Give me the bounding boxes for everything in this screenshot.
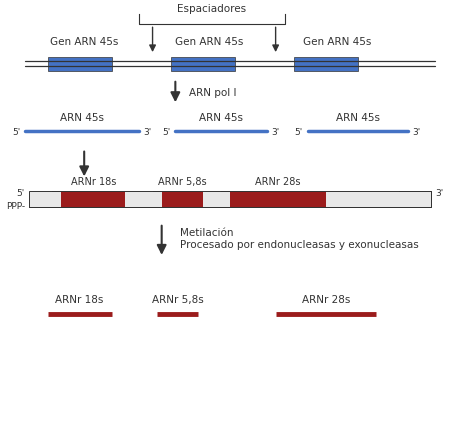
Text: PPP-: PPP- bbox=[6, 201, 25, 210]
Bar bbox=[203, 191, 221, 208]
Text: Gen ARN 45s: Gen ARN 45s bbox=[50, 37, 118, 47]
Bar bbox=[29, 191, 52, 208]
Bar bbox=[171, 57, 235, 71]
Text: 3': 3' bbox=[435, 188, 443, 198]
Text: ARNr 28s: ARNr 28s bbox=[301, 294, 350, 304]
Bar bbox=[48, 57, 111, 71]
Text: Gen ARN 45s: Gen ARN 45s bbox=[303, 37, 371, 47]
Text: Espaciadores: Espaciadores bbox=[177, 4, 246, 14]
Text: 3': 3' bbox=[144, 127, 152, 137]
Text: 3': 3' bbox=[412, 127, 420, 137]
Bar bbox=[125, 191, 153, 208]
Bar bbox=[326, 191, 399, 208]
Text: Metilación: Metilación bbox=[180, 228, 233, 238]
Text: ARNr 18s: ARNr 18s bbox=[71, 177, 116, 187]
Text: ARNr 18s: ARNr 18s bbox=[55, 294, 104, 304]
Bar bbox=[29, 191, 430, 208]
Bar bbox=[29, 191, 430, 208]
Bar bbox=[62, 191, 125, 208]
Text: Gen ARN 45s: Gen ARN 45s bbox=[175, 37, 244, 47]
Bar bbox=[230, 191, 326, 208]
Text: ARN 45s: ARN 45s bbox=[199, 113, 243, 122]
Text: 5': 5' bbox=[163, 127, 171, 137]
Text: Procesado por endonucleasas y exonucleasas: Procesado por endonucleasas y exonucleas… bbox=[180, 239, 419, 249]
Bar bbox=[162, 191, 203, 208]
Text: ARN 45s: ARN 45s bbox=[336, 113, 380, 122]
Text: 5': 5' bbox=[12, 127, 20, 137]
Bar bbox=[294, 57, 358, 71]
Text: 5': 5' bbox=[295, 127, 303, 137]
Text: ARNr 5,8s: ARNr 5,8s bbox=[158, 177, 207, 187]
Text: ARNr 5,8s: ARNr 5,8s bbox=[152, 294, 203, 304]
Text: ARN pol I: ARN pol I bbox=[189, 88, 237, 98]
Text: ARNr 28s: ARNr 28s bbox=[255, 177, 301, 187]
Text: ARN 45s: ARN 45s bbox=[60, 113, 104, 122]
Text: 5': 5' bbox=[17, 188, 25, 198]
Text: 3': 3' bbox=[271, 127, 279, 137]
